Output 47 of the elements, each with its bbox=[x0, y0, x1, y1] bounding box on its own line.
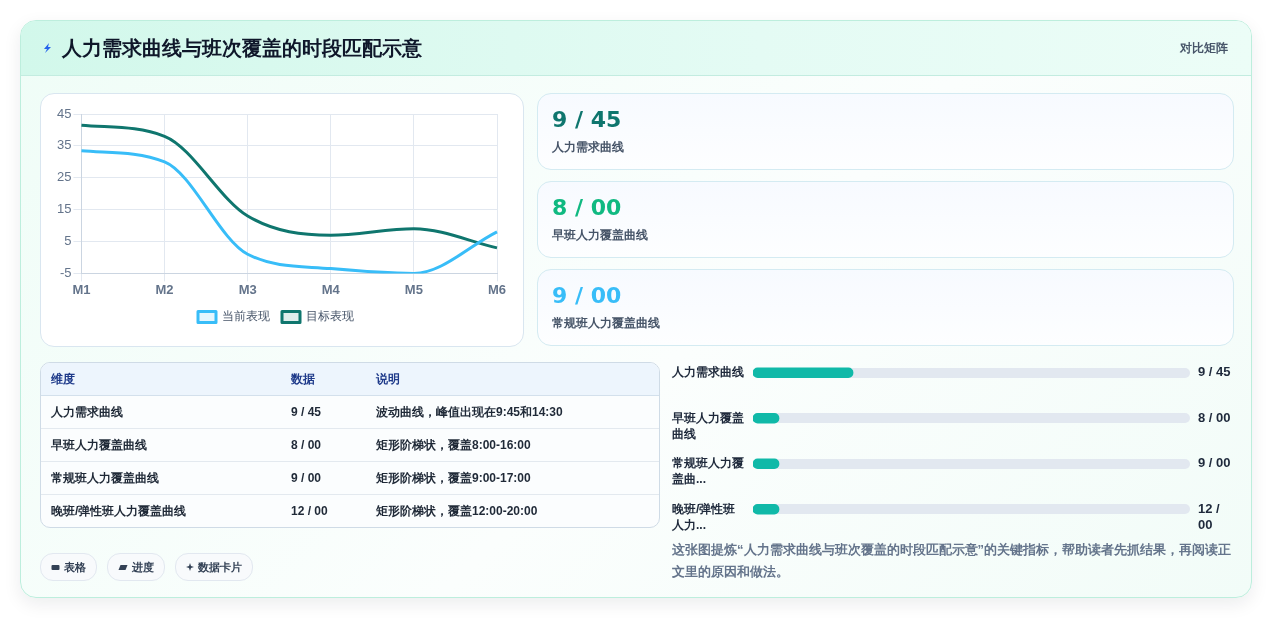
x-tick-label: M4 bbox=[321, 281, 341, 297]
text: 8 / 00 bbox=[291, 438, 322, 452]
category-label: 人力需求曲线 bbox=[552, 139, 624, 155]
text: 数据卡片 bbox=[198, 559, 242, 575]
y-tick-label: 15 bbox=[56, 201, 72, 217]
text: 对比矩阵 bbox=[1180, 40, 1228, 56]
category-label: 常规班人力覆盖曲线 bbox=[552, 315, 660, 331]
text: 9 / 45 bbox=[552, 107, 622, 132]
text: 8 / 00 bbox=[552, 195, 622, 220]
x-tick-label: M5 bbox=[404, 281, 423, 297]
text: 12 / 00 bbox=[291, 504, 328, 518]
text: 表格 bbox=[64, 559, 86, 575]
x-tick-label: M1 bbox=[72, 281, 91, 297]
x-tick-label: M6 bbox=[487, 281, 507, 297]
y-tick-label: 35 bbox=[56, 137, 72, 153]
category-label: 早班人力覆盖曲线 bbox=[552, 227, 648, 243]
y-tick-label: 晚班/弹性班人力... bbox=[671, 501, 736, 532]
chart-title: 人力需求曲线与班次覆盖的时段匹配示意 bbox=[62, 36, 422, 60]
text: 矩形阶梯状，覆盖8:00-16:00 bbox=[376, 437, 531, 452]
text: 9 / 00 bbox=[291, 471, 322, 485]
x-tick-label: M2 bbox=[155, 281, 174, 297]
text: 矩形阶梯状，覆盖12:00-20:00 bbox=[376, 503, 538, 518]
y-tick-label: 人力需求曲线 bbox=[671, 365, 744, 380]
y2-tick-label: 8 / 00 bbox=[1198, 409, 1231, 425]
y2-tick-label: 12 / 00 bbox=[1198, 500, 1221, 532]
annotation: 这张图提炼“人力需求曲线与班次覆盖的时段匹配示意”的关键指标，帮助读者先抓结果，再阅读正文里的原因和做法。 bbox=[672, 541, 1232, 581]
category-label: 维度 bbox=[41, 363, 281, 396]
text: 常规班人力覆盖曲线 bbox=[51, 470, 159, 485]
y-tick-label: -5 bbox=[59, 264, 72, 280]
text: 进度 bbox=[132, 559, 154, 575]
text: 波动曲线，峰值出现在9:45和14:30 bbox=[376, 404, 563, 419]
y2-tick-label: 9 / 00 bbox=[1198, 455, 1231, 471]
y-tick-label: 25 bbox=[56, 169, 72, 185]
text: 晚班/弹性班人力覆盖曲线 bbox=[51, 503, 187, 518]
y-tick-label: 45 bbox=[56, 105, 72, 121]
legend-label: 目标表现 bbox=[306, 309, 354, 324]
category-label: 数据 bbox=[281, 363, 366, 396]
y-tick-label: 常规班人力覆盖曲... bbox=[672, 456, 744, 487]
y2-tick-label: 9 / 45 bbox=[1198, 364, 1231, 380]
y-tick-label: 早班人力覆盖曲线 bbox=[671, 410, 744, 441]
y-tick-label: 5 bbox=[64, 233, 72, 249]
x-tick-label: M3 bbox=[238, 281, 257, 297]
legend-label: 当前表现 bbox=[222, 309, 270, 324]
text: 矩形阶梯状，覆盖9:00-17:00 bbox=[376, 470, 531, 485]
text: 9 / 00 bbox=[552, 283, 622, 308]
text: 9 / 45 bbox=[291, 405, 322, 419]
category-label: 说明 bbox=[366, 363, 659, 396]
